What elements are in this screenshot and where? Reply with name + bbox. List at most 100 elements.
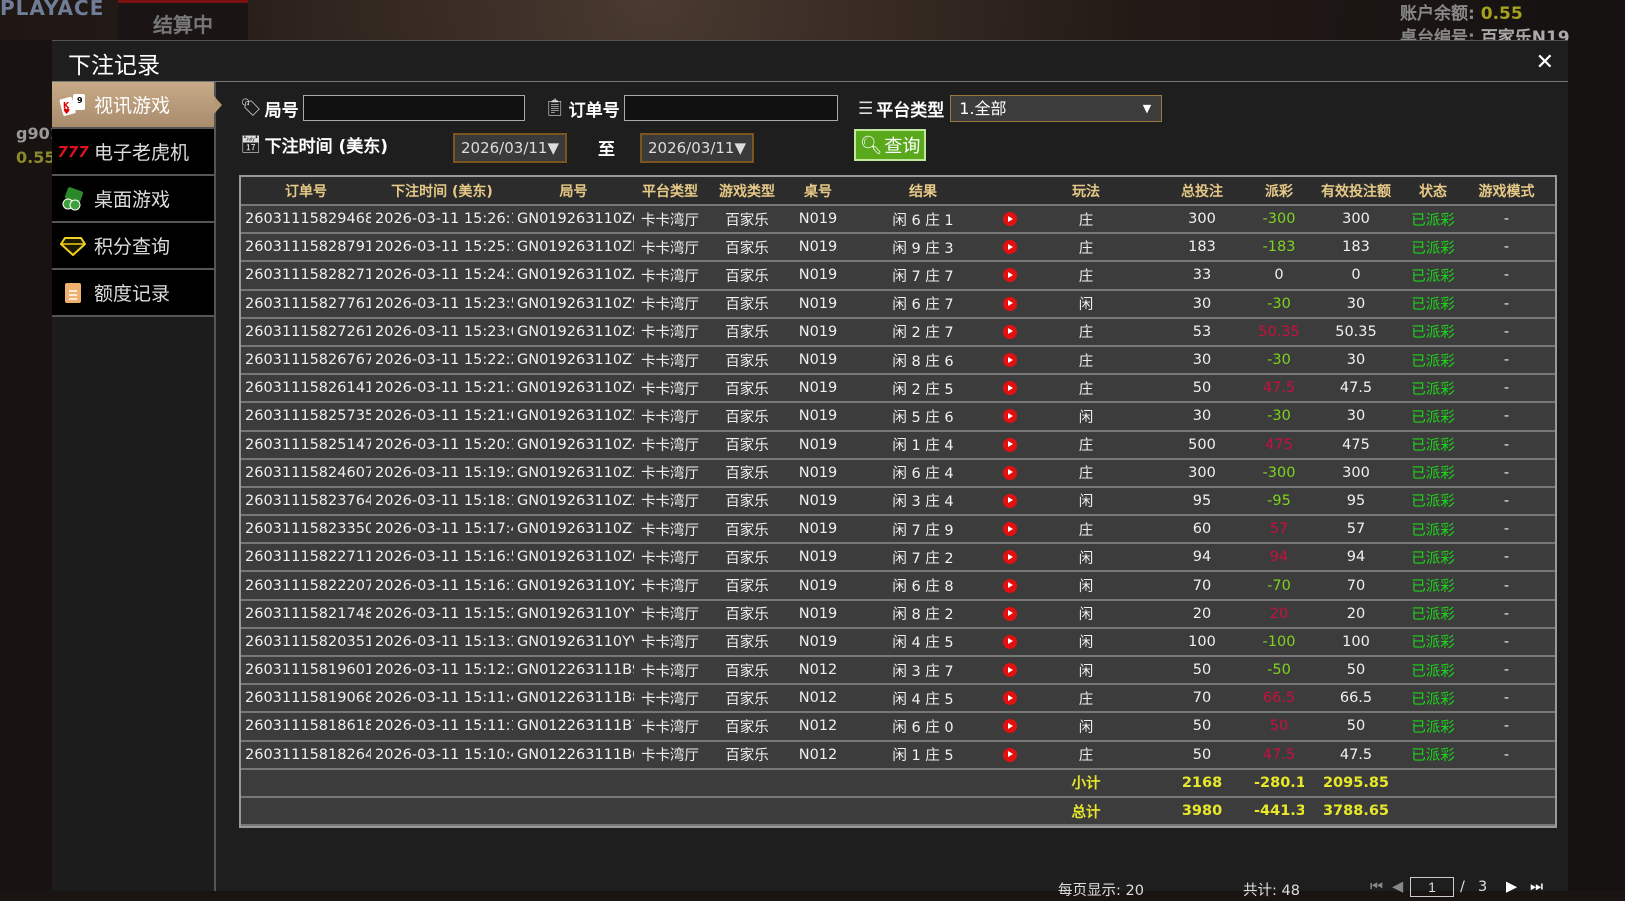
cell-platform-type: 卡卡湾厅 — [634, 458, 706, 488]
cell-result: 闲 4 庄 5 — [848, 627, 998, 658]
cell-valid-bet: 50.35 — [1304, 317, 1408, 347]
query-button[interactable]: 🔍︎ 查询 — [854, 129, 926, 161]
cell-payout: 94 — [1254, 543, 1304, 573]
cell-game-mode: - — [1458, 712, 1555, 742]
cell-table-no: N019 — [788, 486, 848, 517]
video-replay-icon[interactable] — [1003, 606, 1017, 621]
cell-result: 闲 5 庄 6 — [848, 402, 998, 432]
video-replay-icon[interactable] — [1003, 324, 1017, 339]
video-replay-icon[interactable] — [1003, 268, 1017, 283]
cell-status: 已派彩 — [1408, 543, 1458, 573]
video-replay-icon[interactable] — [1003, 691, 1017, 706]
cell-game-mode: - — [1458, 486, 1555, 517]
sidebar-item-live-games[interactable]: K ♥ 9 视讯游戏 — [52, 82, 222, 129]
date-from-picker[interactable]: 2026/03/11▼ — [453, 133, 568, 163]
cell-order-no: 260311158222076 — [241, 571, 371, 601]
cell-game-type: 百家乐 — [706, 515, 788, 545]
cell-table-no: N019 — [788, 317, 848, 347]
cell-game-mode: - — [1458, 627, 1555, 658]
order-filter: 📋︎ 订单号 — [544, 95, 838, 121]
next-page-icon[interactable]: ▶ — [1506, 879, 1518, 895]
cell-game-mode: - — [1458, 684, 1555, 714]
clipboard-icon: 📋︎ — [544, 98, 566, 118]
video-replay-icon[interactable] — [1003, 747, 1017, 762]
subtotal-label: 小计 — [1022, 768, 1150, 798]
cell-round-no: GN019263110Z8 — [513, 317, 634, 347]
cell-game-mode: - — [1458, 740, 1555, 770]
video-replay-icon[interactable] — [1003, 522, 1017, 537]
video-replay-icon[interactable] — [1003, 381, 1017, 396]
username: g901 — [16, 124, 61, 143]
cell-platform-type: 卡卡湾厅 — [634, 289, 706, 319]
bet-records-modal: 下注记录 ✕ K ♥ 9 视讯游戏 777 电子老虎机 桌面游戏 积分查询 额度记录… — [52, 40, 1568, 899]
video-replay-icon[interactable] — [1003, 465, 1017, 480]
round-input[interactable] — [302, 95, 525, 121]
replay-cell — [998, 458, 1022, 488]
cell-round-no: GN019263110YY — [513, 599, 634, 629]
cell-bet-time: 2026-03-11 15:15:28 — [371, 599, 513, 629]
cell-table-no: N019 — [788, 205, 848, 235]
cell-table-no: N012 — [788, 684, 848, 714]
video-replay-icon[interactable] — [1003, 719, 1017, 734]
video-replay-icon[interactable] — [1003, 437, 1017, 452]
cell-game-mode: - — [1458, 345, 1555, 376]
cell-payout: 66.5 — [1254, 684, 1304, 714]
cell-valid-bet: 50 — [1304, 712, 1408, 742]
sidebar-item-label: 电子老虎机 — [94, 142, 190, 164]
cell-valid-bet: 47.5 — [1304, 374, 1408, 404]
cell-table-no: N019 — [788, 345, 848, 376]
per-page-label: 每页显示: 20 — [1058, 883, 1144, 899]
cell-game-type: 百家乐 — [706, 627, 788, 658]
cell-platform-type: 卡卡湾厅 — [634, 740, 706, 770]
cell-result: 闲 7 庄 9 — [848, 515, 998, 545]
replay-cell — [998, 627, 1022, 658]
cell-valid-bet: 100 — [1304, 627, 1408, 658]
cell-result: 闲 1 庄 4 — [848, 430, 998, 460]
cell-game-mode: - — [1458, 458, 1555, 488]
svg-text:K: K — [63, 101, 70, 110]
balance-value: 0.55 — [1480, 4, 1523, 24]
video-replay-icon[interactable] — [1003, 296, 1017, 311]
video-replay-icon[interactable] — [1003, 578, 1017, 593]
cell-round-no: GN019263110Z7 — [513, 345, 634, 376]
order-input[interactable] — [623, 95, 838, 121]
close-icon[interactable]: ✕ — [1535, 50, 1554, 75]
video-replay-icon[interactable] — [1003, 663, 1017, 678]
last-page-icon[interactable]: ⏭ — [1530, 879, 1544, 895]
cell-bet-type: 闲 — [1022, 627, 1150, 658]
cell-result: 闲 1 庄 5 — [848, 740, 998, 770]
sidebar-item-credit-records[interactable]: 额度记录 — [52, 270, 214, 317]
replay-cell — [998, 712, 1022, 742]
cell-platform-type: 卡卡湾厅 — [634, 656, 706, 686]
video-replay-icon[interactable] — [1003, 353, 1017, 368]
platform-select[interactable]: 1.全部 ▼ — [950, 95, 1163, 122]
video-replay-icon[interactable] — [1003, 240, 1017, 255]
content-area: 🏷︎ 局号 📋︎ 订单号 ☰ 平台类型 1.全部 ▼ 📅︎ 下注时间 (美东) 2… — [218, 82, 1568, 899]
video-replay-icon[interactable] — [1003, 493, 1017, 508]
sidebar-item-slots[interactable]: 777 电子老虎机 — [52, 129, 214, 176]
prev-page-icon[interactable]: ◀ — [1392, 879, 1404, 895]
cell-bet-type: 庄 — [1022, 458, 1150, 488]
cell-game-type: 百家乐 — [706, 261, 788, 291]
video-replay-icon[interactable] — [1003, 550, 1017, 565]
sidebar-item-points[interactable]: 积分查询 — [52, 223, 214, 270]
first-page-icon[interactable]: ⏮ — [1370, 879, 1384, 895]
cell-platform-type: 卡卡湾厅 — [634, 543, 706, 573]
cell-payout: 20 — [1254, 599, 1304, 629]
video-replay-icon[interactable] — [1003, 212, 1017, 227]
cell-round-no: GN019263110Z9 — [513, 289, 634, 319]
cell-round-no: GN019263110Z4 — [513, 430, 634, 460]
cell-table-no: N019 — [788, 543, 848, 573]
header-platform-type: 平台类型 — [634, 177, 706, 206]
round-label: 局号 — [264, 100, 299, 121]
video-replay-icon[interactable] — [1003, 634, 1017, 649]
cell-platform-type: 卡卡湾厅 — [634, 571, 706, 601]
cell-game-type: 百家乐 — [706, 543, 788, 573]
sidebar-item-table-games[interactable]: 桌面游戏 — [52, 176, 214, 223]
page-input[interactable] — [1410, 877, 1454, 897]
video-replay-icon[interactable] — [1003, 409, 1017, 424]
date-to-picker[interactable]: 2026/03/11▼ — [640, 133, 755, 163]
cell-total-bet: 30 — [1150, 345, 1254, 376]
modal-titlebar: 下注记录 ✕ — [52, 41, 1568, 82]
